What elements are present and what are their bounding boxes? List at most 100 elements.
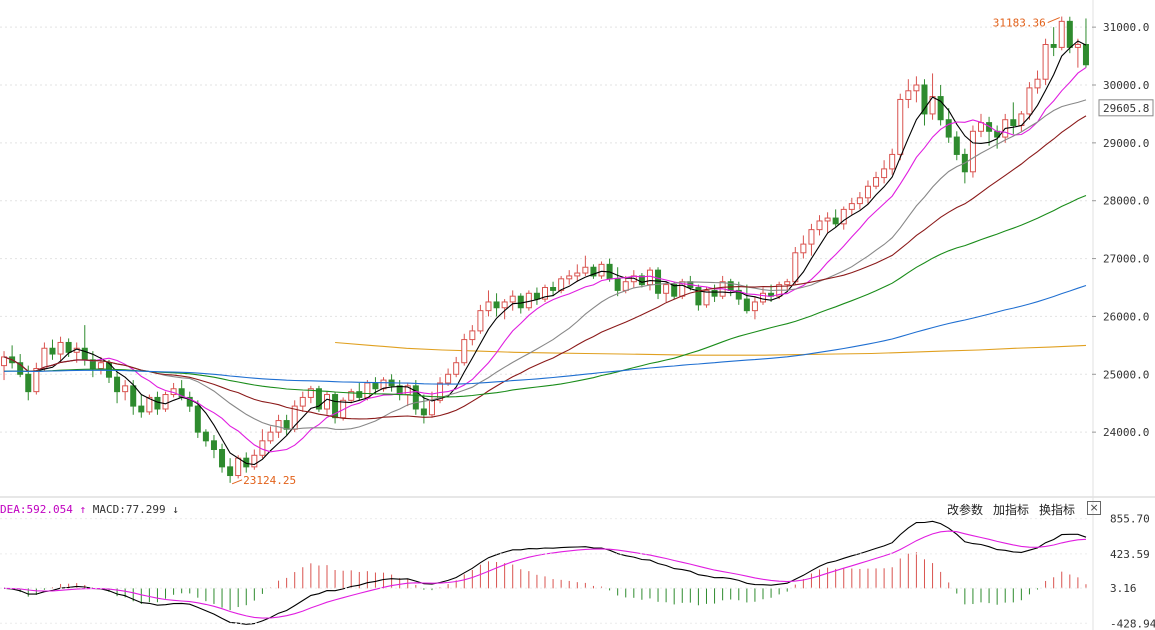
- candle: [735, 281, 742, 305]
- price-tick-label: 29000.0: [1103, 137, 1149, 150]
- candle: [598, 261, 605, 279]
- candle: [315, 385, 322, 412]
- candle: [937, 85, 944, 126]
- close-icon[interactable]: ×: [1087, 501, 1102, 515]
- candle: [259, 429, 266, 459]
- add-indicator-button[interactable]: 加指标: [993, 503, 1030, 517]
- candle: [420, 394, 427, 424]
- candle: [550, 281, 557, 297]
- candle: [638, 273, 645, 288]
- candle: [614, 267, 621, 297]
- candle: [194, 400, 201, 438]
- candle: [1042, 38, 1049, 85]
- candle: [356, 382, 363, 401]
- ma-line-60: [3, 194, 1087, 398]
- candle: [307, 385, 314, 404]
- candle: [864, 180, 871, 204]
- candles: [1, 16, 1089, 483]
- candle: [977, 113, 985, 138]
- candle: [162, 391, 169, 412]
- candle: [881, 160, 888, 184]
- dif-line: [3, 520, 1087, 625]
- candle: [170, 382, 177, 398]
- candle: [897, 93, 904, 161]
- candle: [243, 452, 250, 473]
- candle: [154, 391, 161, 415]
- candle: [348, 388, 355, 404]
- candle: [646, 267, 653, 291]
- candle: [655, 267, 662, 300]
- change-indicator-button[interactable]: 换指标: [1039, 503, 1076, 517]
- candle: [945, 108, 952, 143]
- candle: [1018, 111, 1025, 132]
- candle: [800, 235, 807, 259]
- candle: [541, 284, 549, 302]
- candle: [428, 391, 435, 418]
- candle: [485, 290, 492, 317]
- candle: [848, 197, 855, 216]
- low-price-label: 23124.25: [243, 474, 296, 487]
- candle: [412, 380, 419, 415]
- candle: [1034, 70, 1041, 94]
- candle: [743, 284, 750, 314]
- candle: [1, 351, 8, 381]
- candle: [889, 148, 896, 175]
- candle: [509, 290, 516, 311]
- candle: [57, 336, 64, 363]
- candle: [1026, 82, 1033, 120]
- candle: [1074, 38, 1081, 68]
- candle: [283, 414, 290, 436]
- candle: [969, 125, 976, 178]
- candle: [49, 339, 56, 360]
- price-tick-label: 31000.0: [1103, 21, 1149, 34]
- candle: [89, 351, 96, 378]
- dea-arrow-icon: ↑: [79, 503, 87, 516]
- candle: [1050, 27, 1057, 57]
- price-tick-label: 27000.0: [1103, 253, 1149, 266]
- candle: [453, 356, 460, 378]
- candle: [332, 391, 339, 424]
- candle: [219, 443, 226, 473]
- candle: [138, 394, 145, 418]
- ma-line-30: [3, 115, 1087, 420]
- candle: [953, 131, 960, 161]
- candle: [873, 171, 880, 190]
- candle: [9, 345, 16, 369]
- moving-averages: [3, 40, 1087, 466]
- candle: [477, 304, 484, 334]
- candle: [17, 354, 24, 378]
- candle: [711, 284, 718, 302]
- candle: [501, 299, 508, 320]
- candle: [299, 391, 306, 412]
- candle: [114, 371, 121, 404]
- price-axis: 31000.0 30000.0 29000.0 28000.0 27000.0 26000…: [1092, 21, 1154, 439]
- candle: [961, 148, 968, 184]
- candle: [445, 368, 452, 386]
- price-tick-label: 28000.0: [1103, 195, 1149, 208]
- candle: [267, 426, 274, 444]
- macd-tick-label: 423.59: [1110, 548, 1150, 561]
- candle: [1082, 18, 1089, 68]
- candle: [856, 192, 863, 210]
- candle: [202, 429, 209, 447]
- macd-axis: 855.70 423.59 3.16 -428.94: [0, 513, 1155, 630]
- candle: [323, 391, 331, 415]
- candle: [574, 264, 581, 282]
- price-annotations: 31183.36 23124.25: [231, 17, 1060, 487]
- candle: [832, 209, 839, 227]
- candle: [122, 380, 129, 401]
- candle: [146, 394, 153, 415]
- price-tick-label: 26000.0: [1103, 310, 1149, 323]
- candle: [1010, 102, 1017, 135]
- price-tick-label: 30000.0: [1103, 79, 1149, 92]
- ma-line-5: [3, 40, 1087, 466]
- average-line: [335, 341, 1087, 356]
- candle: [33, 362, 40, 395]
- candle: [469, 325, 476, 346]
- edit-params-button[interactable]: 改参数: [947, 503, 984, 517]
- price-tick-label: 24000.0: [1103, 426, 1149, 439]
- candle: [582, 255, 589, 276]
- candle: [566, 270, 573, 285]
